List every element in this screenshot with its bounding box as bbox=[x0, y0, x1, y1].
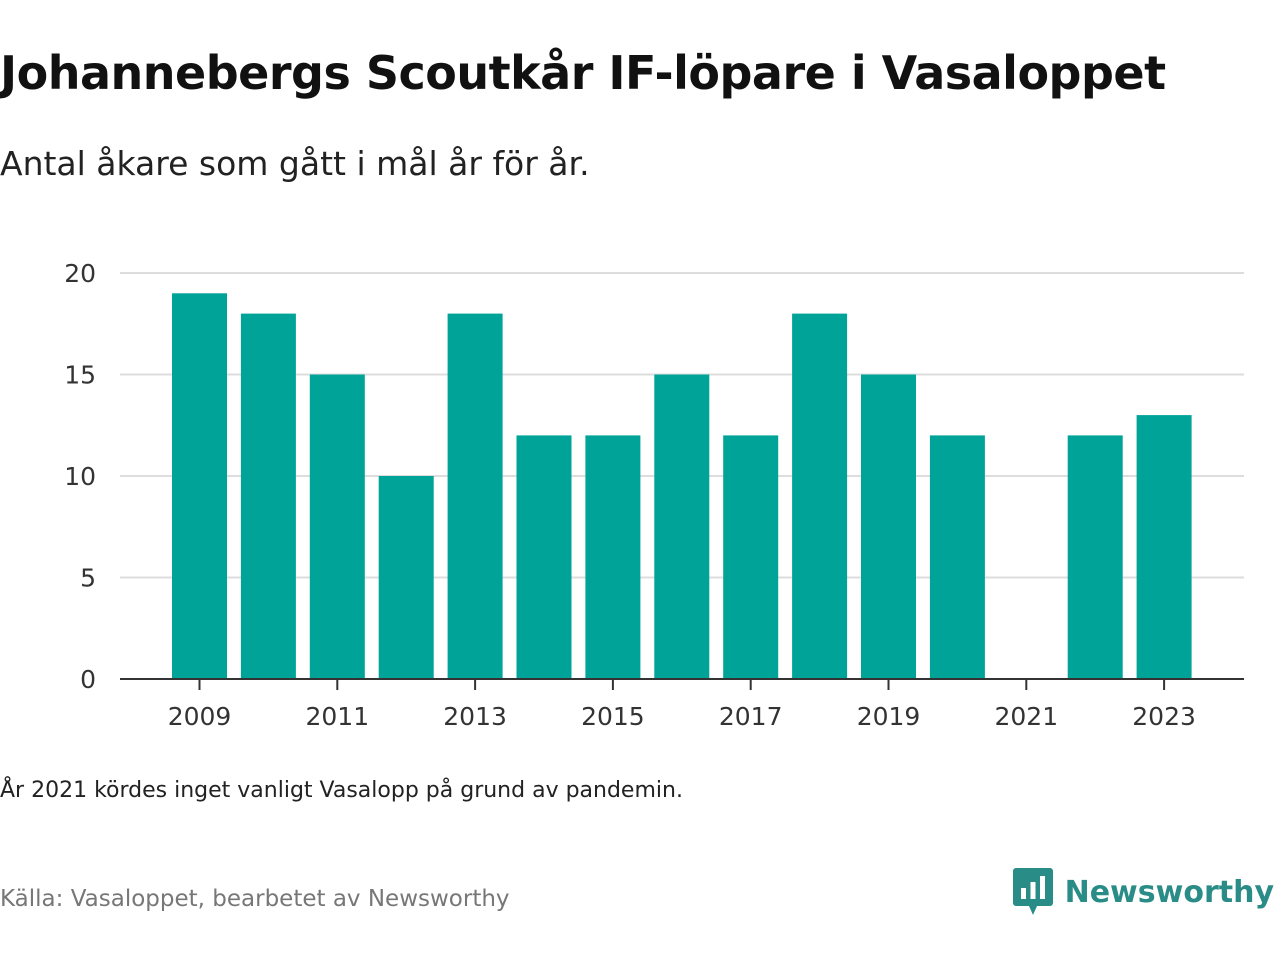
source-credit: Källa: Vasaloppet, bearbetet av Newswort… bbox=[0, 886, 510, 912]
brand-logo: Newsworthy bbox=[1012, 868, 1274, 916]
x-tick-label: 2013 bbox=[443, 702, 507, 731]
y-tick-label: 5 bbox=[80, 564, 96, 593]
bar bbox=[792, 313, 848, 679]
bar bbox=[861, 374, 916, 679]
bar-chart: 0 5 10 15 20 2009 2011 2013 2015 2017 2019 2021 2023 bbox=[64, 259, 1244, 731]
newsworthy-logo-icon bbox=[1012, 868, 1053, 915]
chart-subtitle: Antal åkare som gått i mål år för år. bbox=[0, 144, 590, 183]
x-tick-label: 2023 bbox=[1132, 702, 1196, 731]
bar bbox=[378, 476, 434, 679]
bar bbox=[1136, 415, 1192, 679]
bar bbox=[240, 313, 296, 679]
bar bbox=[585, 435, 641, 679]
bar bbox=[723, 435, 779, 679]
x-tick-label: 2019 bbox=[857, 702, 921, 731]
y-tick-label: 0 bbox=[80, 665, 96, 694]
x-tick-label: 2011 bbox=[305, 702, 369, 731]
bar bbox=[654, 374, 710, 679]
chart-note: År 2021 kördes inget vanligt Vasalopp på… bbox=[0, 778, 683, 803]
y-tick-label: 10 bbox=[64, 462, 96, 491]
bar bbox=[1067, 435, 1123, 679]
x-tick-label: 2015 bbox=[581, 702, 645, 731]
bar bbox=[929, 435, 985, 679]
x-tick-label: 2021 bbox=[994, 702, 1058, 731]
bar bbox=[309, 374, 365, 679]
bar bbox=[172, 293, 227, 679]
bar bbox=[447, 313, 503, 679]
x-tick-label: 2009 bbox=[168, 702, 232, 731]
y-tick-label: 20 bbox=[64, 259, 96, 288]
bar bbox=[516, 435, 572, 679]
y-tick-label: 15 bbox=[64, 361, 96, 390]
chart-title: Johannebergs Scoutkår IF-löpare i Vasalo… bbox=[0, 46, 1166, 100]
brand-name: Newsworthy bbox=[1064, 874, 1274, 910]
x-tick-label: 2017 bbox=[719, 702, 783, 731]
